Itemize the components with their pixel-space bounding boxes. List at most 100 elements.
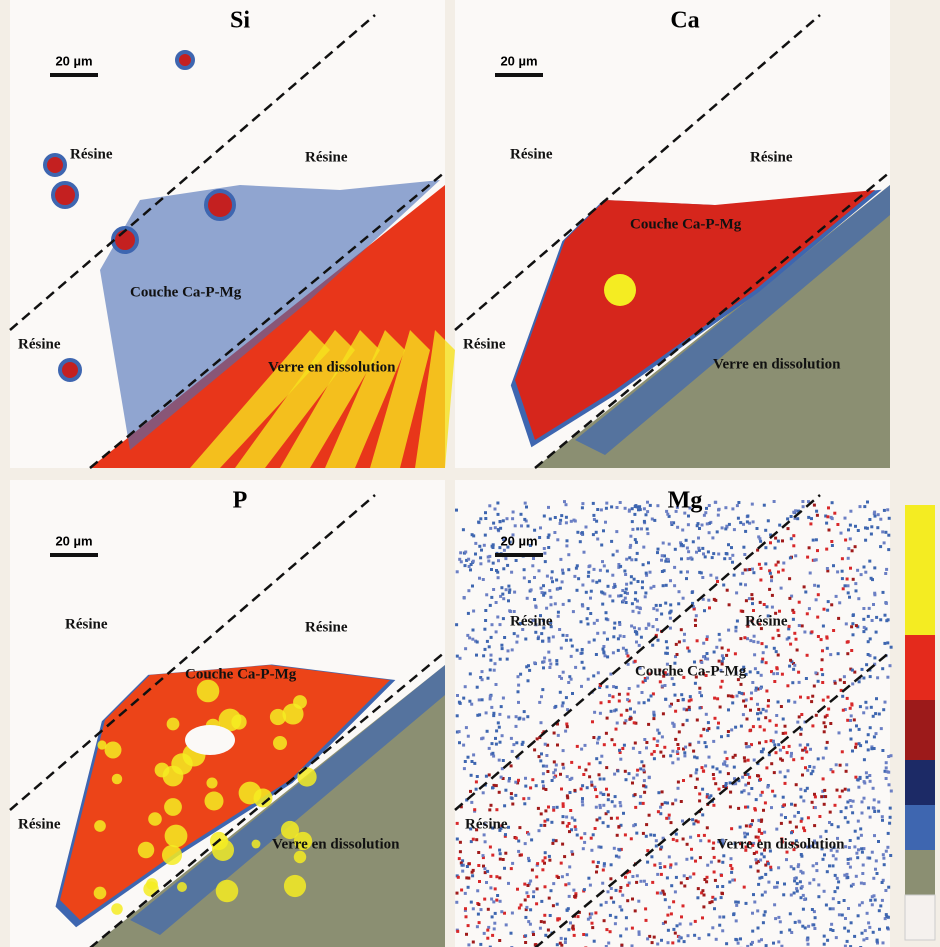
element-pixel bbox=[603, 919, 606, 922]
element-pixel bbox=[863, 505, 866, 508]
element-pixel bbox=[510, 867, 513, 870]
element-pixel bbox=[697, 887, 700, 890]
element-pixel bbox=[702, 769, 705, 772]
element-pixel bbox=[692, 872, 695, 875]
element-pixel bbox=[790, 894, 793, 897]
element-pixel bbox=[482, 865, 485, 868]
element-pixel bbox=[491, 742, 494, 745]
element-pixel bbox=[562, 805, 565, 808]
element-pixel bbox=[817, 757, 820, 760]
element-pixel bbox=[584, 768, 587, 771]
element-pixel bbox=[773, 794, 776, 797]
element-pixel bbox=[863, 758, 866, 761]
element-pixel bbox=[667, 558, 670, 561]
element-pixel bbox=[716, 885, 719, 888]
element-pixel bbox=[840, 810, 843, 813]
element-pixel bbox=[613, 627, 616, 630]
element-pixel bbox=[488, 808, 491, 811]
element-pixel bbox=[719, 686, 722, 689]
element-pixel bbox=[885, 602, 888, 605]
element-pixel bbox=[765, 661, 768, 664]
element-pixel bbox=[555, 659, 558, 662]
element-pixel bbox=[703, 514, 706, 517]
element-pixel bbox=[737, 942, 740, 945]
element-pixel bbox=[815, 598, 818, 601]
element-pixel bbox=[851, 811, 854, 814]
element-pixel bbox=[658, 732, 661, 735]
element-pixel bbox=[752, 725, 755, 728]
element-pixel bbox=[634, 538, 637, 541]
element-pixel bbox=[866, 527, 869, 530]
element-pixel bbox=[847, 930, 850, 933]
element-pixel bbox=[522, 797, 525, 800]
element-pixel bbox=[718, 788, 721, 791]
element-pixel bbox=[557, 734, 560, 737]
element-pixel bbox=[498, 791, 501, 794]
element-pixel bbox=[861, 932, 864, 935]
element-pixel bbox=[760, 876, 763, 879]
element-pixel bbox=[571, 645, 574, 648]
element-pixel bbox=[817, 593, 820, 596]
element-pixel bbox=[713, 651, 716, 654]
element-pixel bbox=[718, 924, 721, 927]
element-pixel bbox=[686, 547, 689, 550]
element-pixel bbox=[752, 640, 755, 643]
element-pixel bbox=[511, 648, 514, 651]
element-pixel bbox=[730, 728, 733, 731]
element-pixel bbox=[817, 895, 820, 898]
element-pixel bbox=[550, 821, 553, 824]
element-pixel bbox=[721, 647, 724, 650]
element-pixel bbox=[849, 839, 852, 842]
element-pixel bbox=[697, 741, 700, 744]
element-pixel bbox=[851, 669, 854, 672]
element-pixel bbox=[845, 806, 848, 809]
element-pixel bbox=[656, 729, 659, 732]
element-pixel bbox=[853, 935, 856, 938]
element-pixel bbox=[733, 574, 736, 577]
element-pixel bbox=[551, 570, 554, 573]
element-pixel bbox=[671, 750, 674, 753]
element-pixel bbox=[757, 775, 760, 778]
element-pixel bbox=[490, 636, 493, 639]
region-label: Couche Ca-P-Mg bbox=[130, 284, 242, 300]
element-pixel bbox=[491, 623, 494, 626]
element-pixel bbox=[561, 580, 564, 583]
element-pixel bbox=[841, 695, 844, 698]
element-pixel bbox=[799, 744, 802, 747]
element-pixel bbox=[491, 752, 494, 755]
element-pixel bbox=[821, 649, 824, 652]
element-pixel bbox=[806, 743, 809, 746]
element-pixel bbox=[841, 577, 844, 580]
element-pixel bbox=[608, 694, 611, 697]
element-pixel bbox=[826, 515, 829, 518]
element-pixel bbox=[507, 649, 510, 652]
element-pixel bbox=[685, 577, 688, 580]
element-pixel bbox=[793, 701, 796, 704]
element-pixel bbox=[748, 568, 751, 571]
element-pixel bbox=[807, 816, 810, 819]
element-pixel bbox=[624, 719, 627, 722]
element-pixel bbox=[823, 730, 826, 733]
element-pixel bbox=[477, 903, 480, 906]
element-pixel bbox=[881, 530, 884, 533]
element-pixel bbox=[553, 531, 556, 534]
element-pixel bbox=[787, 527, 790, 530]
element-pixel bbox=[679, 923, 682, 926]
element-pixel bbox=[676, 750, 679, 753]
element-pixel bbox=[666, 914, 669, 917]
element-pixel bbox=[546, 818, 549, 821]
element-pixel bbox=[476, 714, 479, 717]
element-pixel bbox=[888, 822, 891, 825]
element-pixel bbox=[563, 855, 566, 858]
element-pixel bbox=[749, 825, 752, 828]
element-pixel bbox=[606, 685, 609, 688]
element-pixel bbox=[547, 637, 550, 640]
element-pixel bbox=[873, 810, 876, 813]
element-pixel bbox=[756, 909, 759, 912]
element-pixel bbox=[618, 749, 621, 752]
element-pixel bbox=[645, 883, 648, 886]
element-pixel bbox=[705, 713, 708, 716]
element-pixel bbox=[602, 793, 605, 796]
element-pixel bbox=[648, 776, 651, 779]
element-pixel bbox=[466, 865, 469, 868]
